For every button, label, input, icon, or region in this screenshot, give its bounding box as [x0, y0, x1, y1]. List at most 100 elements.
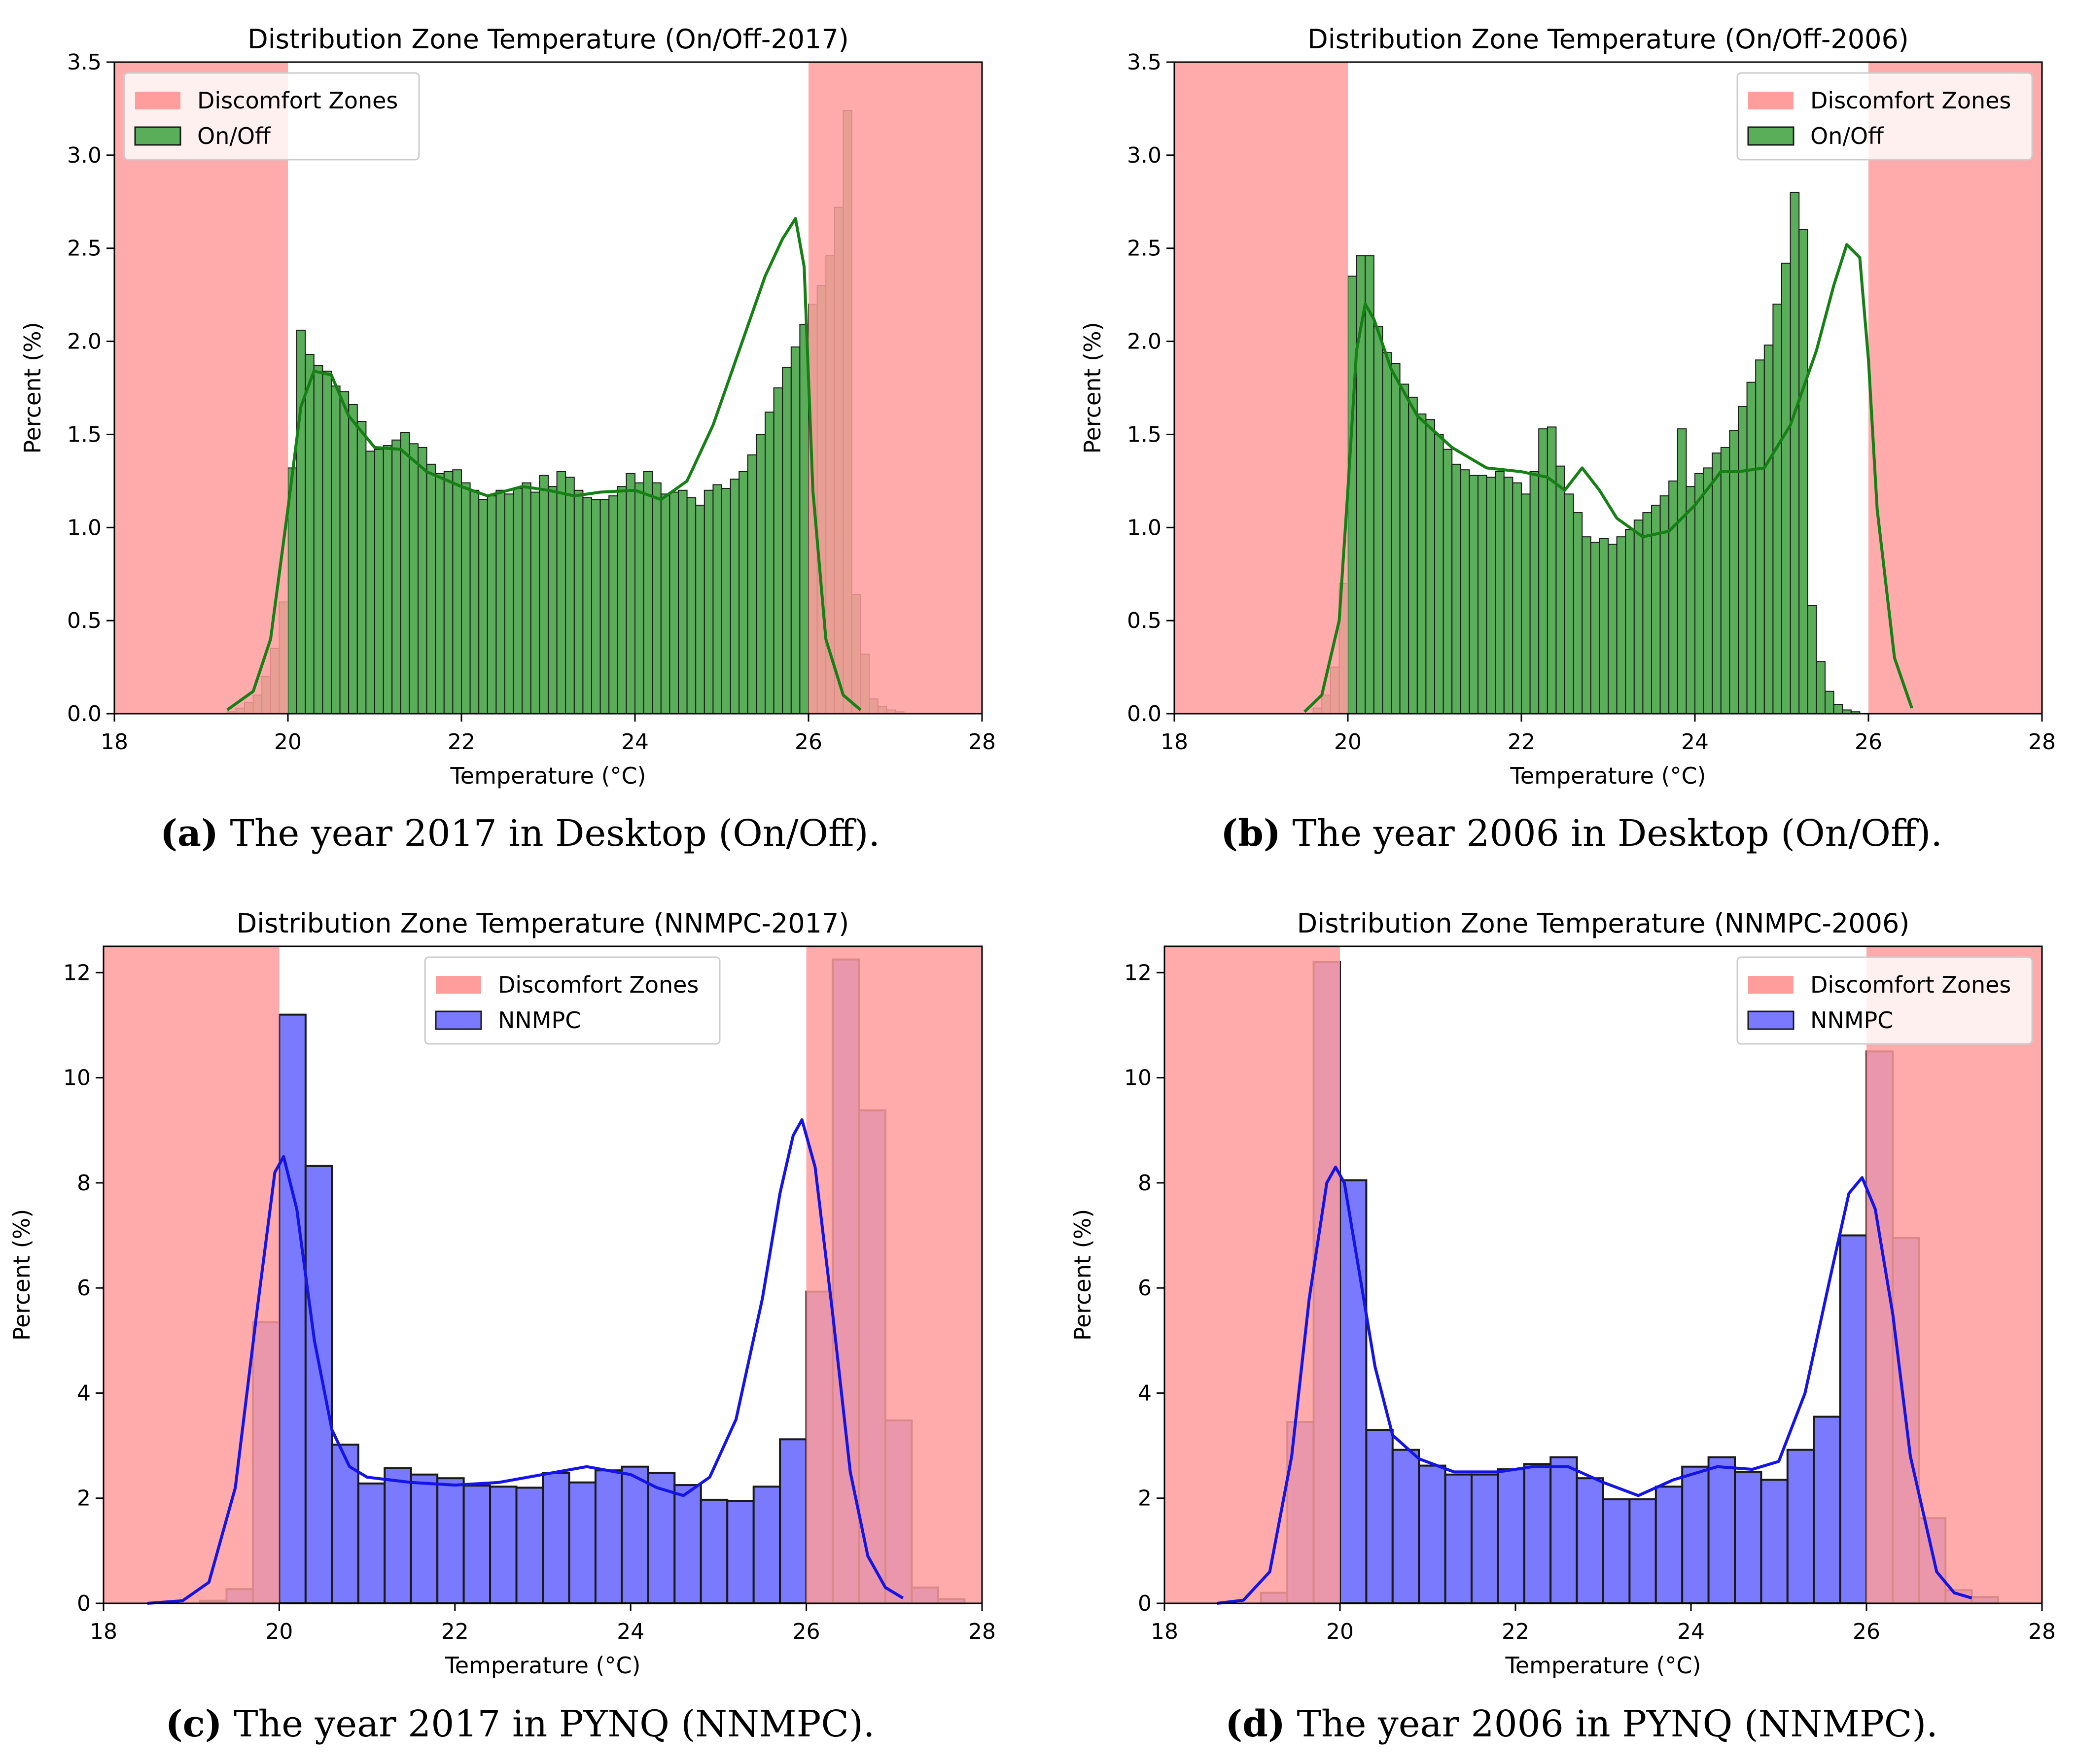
histogram-bar: [1512, 482, 1522, 714]
histogram-bar: [730, 479, 740, 715]
histogram-bar: [1576, 1477, 1605, 1604]
histogram-bar: [1734, 1471, 1762, 1604]
histogram-bar: [1772, 304, 1782, 714]
y-tick-label: 0.5: [1127, 608, 1161, 633]
x-tick-label: 24: [1681, 729, 1709, 755]
histogram-bar: [357, 1482, 386, 1605]
y-tick-label: 4: [1138, 1381, 1152, 1406]
histogram-bar: [565, 477, 575, 714]
histogram-bar: [1503, 477, 1513, 714]
y-tick-label: 2.5: [67, 236, 102, 261]
histogram-bar: [1425, 419, 1435, 714]
histogram-bar: [1365, 1429, 1394, 1604]
y-tick-label: 0.5: [67, 608, 102, 633]
histogram-bar: [1564, 493, 1574, 714]
histogram-bar: [356, 420, 367, 714]
y-tick-label: 12: [1124, 960, 1152, 985]
histogram-bar: [1416, 413, 1427, 714]
histogram-bar: [487, 495, 497, 714]
kde-line: [1217, 1165, 1972, 1605]
histogram-bar: [608, 495, 618, 714]
y-tick-label: 0: [77, 1591, 91, 1616]
histogram-bar: [1582, 536, 1591, 714]
histogram-bar: [1478, 475, 1487, 714]
legend-label-zone: Discomfort Zones: [1810, 971, 2011, 998]
histogram-bar: [591, 499, 601, 715]
histogram-bar: [752, 1486, 781, 1605]
histogram-bar: [278, 1013, 307, 1605]
discomfort-zone-low: [1174, 62, 1348, 714]
histogram-bar: [669, 491, 679, 715]
histogram-bar: [384, 1467, 412, 1605]
histogram-bar: [756, 434, 766, 714]
histogram-bar: [513, 487, 523, 714]
y-tick-label: 3.5: [67, 50, 102, 75]
histogram-bar: [489, 1486, 518, 1605]
histogram-bar: [1471, 1473, 1499, 1604]
caption-d-letter: (d): [1225, 1703, 1286, 1745]
histogram-bar: [790, 346, 801, 714]
x-axis-label: Temperature (°C): [1505, 1652, 1701, 1679]
histogram-bar: [1599, 538, 1609, 715]
x-tick-label: 18: [90, 1619, 117, 1644]
histogram-bar: [410, 1473, 439, 1604]
caption-c-letter: (c): [165, 1703, 222, 1745]
chart-title: Distribution Zone Temperature (NNMPC-201…: [237, 908, 849, 939]
histogram-bar: [1763, 345, 1774, 714]
histogram-bar: [721, 487, 731, 714]
histogram-bar: [522, 482, 531, 714]
histogram-bar: [304, 1165, 333, 1604]
chart-b: 18 20 22 24 26 28 0.0 0.5 1.0 1.5 2.0 2.5 3.0 3.5 Dist…: [1079, 24, 2056, 789]
y-tick-label: 0.0: [67, 701, 102, 726]
histogram-bar: [726, 1500, 755, 1604]
caption-d: (d) The year 2006 in PYNQ (NNMPC).: [1113, 1703, 2050, 1745]
x-tick-label: 26: [795, 729, 822, 755]
histogram-bar: [686, 497, 697, 714]
x-tick-label: 28: [2028, 729, 2056, 755]
histogram-bar: [568, 1481, 597, 1605]
y-axis-label: Percent (%): [1069, 1209, 1096, 1341]
chart-title: Distribution Zone Temperature (NNMPC-200…: [1297, 908, 1910, 939]
histogram-bar: [1755, 359, 1765, 714]
plot-frame: [1163, 945, 2043, 1604]
y-tick-label: 2: [77, 1486, 91, 1511]
legend-label-series: NNMPC: [498, 1007, 581, 1034]
legend: Discomfort Zones NNMPC: [424, 956, 721, 1045]
x-tick-label: 24: [617, 1619, 644, 1644]
y-tick-label: 2.5: [1127, 236, 1161, 261]
histogram-bar: [331, 385, 341, 714]
histogram-bar: [1681, 1465, 1710, 1605]
histogram-bar: [365, 450, 376, 714]
x-tick-label: 22: [1502, 1619, 1529, 1644]
x-axis-label: Temperature (°C): [1510, 762, 1706, 789]
histogram-bar: [1712, 452, 1722, 714]
histogram-bar: [539, 475, 549, 714]
legend-label-zone: Discomfort Zones: [197, 87, 398, 114]
histogram-bar: [426, 463, 436, 714]
legend-label-zone: Discomfort Zones: [1810, 87, 2011, 114]
histogram-bar: [1391, 1449, 1420, 1604]
x-tick-label: 26: [793, 1619, 820, 1644]
y-tick-label: 0.0: [1127, 701, 1161, 726]
histogram-bar: [348, 404, 358, 714]
histogram-bar: [1746, 381, 1757, 714]
caption-a: (a) The year 2017 in Desktop (On/Off).: [52, 812, 988, 855]
x-tick-label: 18: [1151, 1619, 1178, 1644]
x-tick-label: 18: [101, 729, 128, 755]
histogram-bar: [1486, 477, 1496, 714]
chart-title: Distribution Zone Temperature (On/Off-20…: [1307, 24, 1909, 55]
histogram-bar: [1590, 542, 1600, 714]
histogram-bar: [443, 471, 454, 714]
histogram-bar: [331, 1443, 359, 1605]
y-tick-label: 6: [77, 1276, 91, 1301]
histogram-bar: [548, 486, 558, 715]
histogram-bar: [1703, 467, 1713, 714]
histogram-bar: [1813, 1416, 1841, 1604]
x-tick-label: 24: [1677, 1619, 1705, 1644]
x-tick-label: 20: [1334, 729, 1362, 755]
x-tick-label: 22: [1508, 729, 1535, 755]
histogram-bars-a: [226, 110, 905, 715]
legend-label-series: On/Off: [197, 123, 271, 149]
chart-a: 18 20 22 24 26 28 0.0 0.5 1.0 1.5 2.0 2.5 3.0 3.5 Dist…: [19, 24, 996, 789]
